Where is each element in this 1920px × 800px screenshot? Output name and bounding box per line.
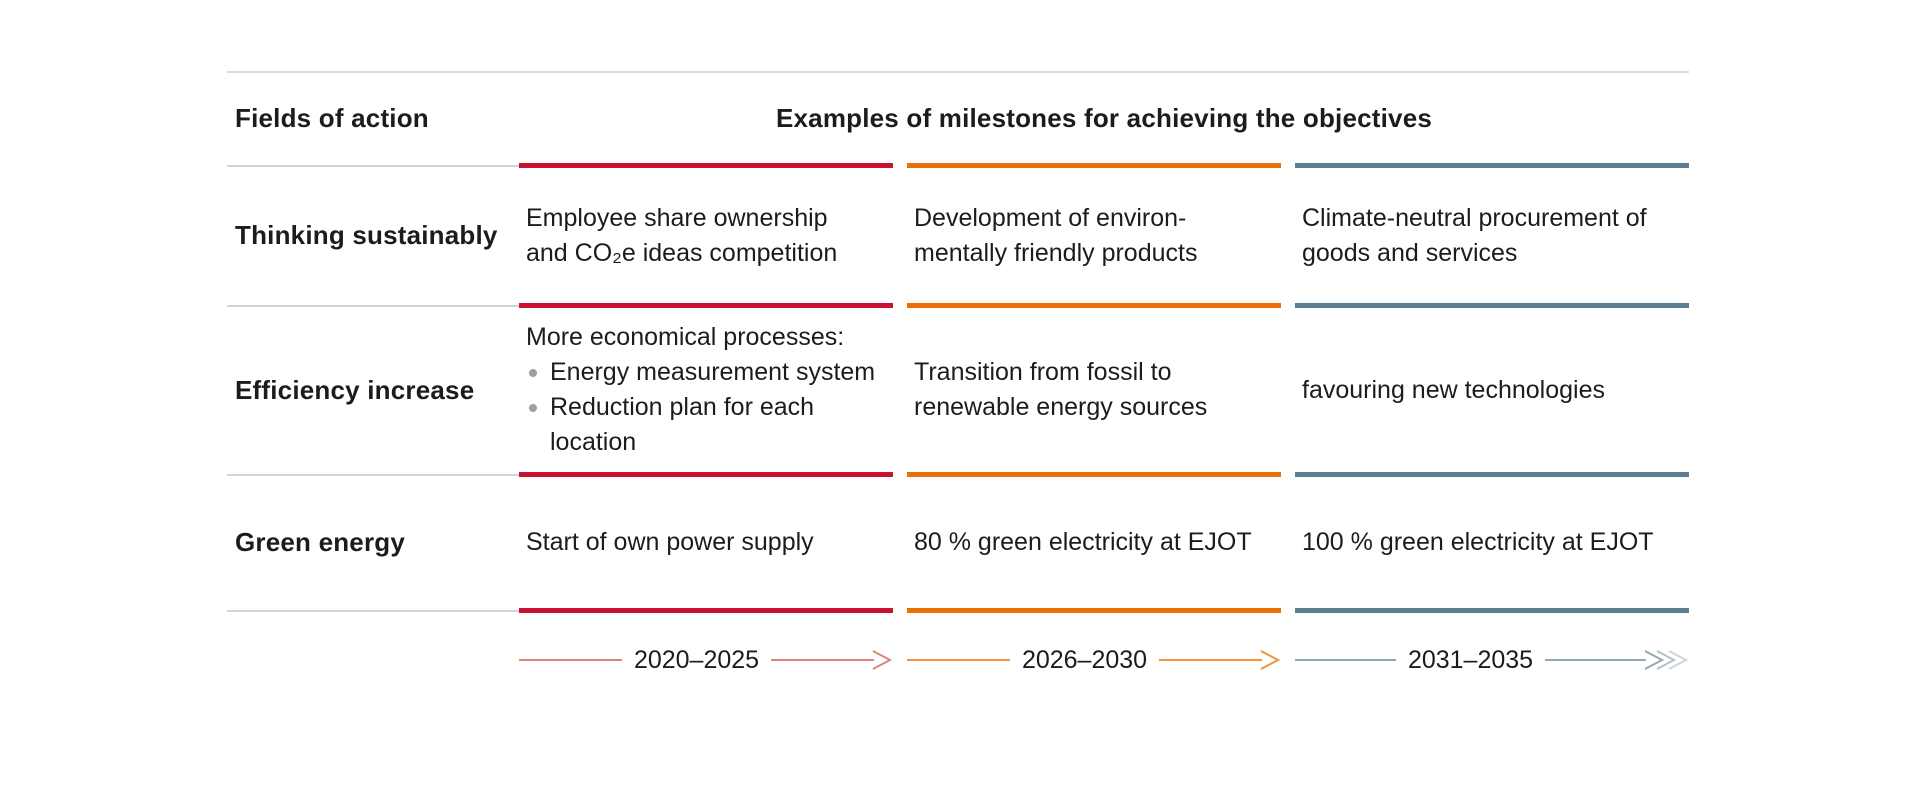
fields-of-action-heading: Fields of action (235, 102, 429, 133)
bullet-text: Energy measurement system (550, 358, 876, 386)
timeline-label: 2020–2025 (633, 645, 760, 674)
examples-heading: Examples of milestones for achieving the… (775, 102, 1433, 133)
table-row: Efficiency increase More economical proc… (227, 308, 1689, 472)
timeline-line (519, 659, 622, 661)
row-divider-line (227, 304, 519, 307)
chevron-right-icon (872, 650, 893, 670)
row-label-efficiency-increase: Efficiency increase (235, 374, 475, 405)
period1-color-bar (519, 608, 893, 613)
list-item: Energy measurement system (526, 355, 887, 390)
bullet-icon (529, 404, 537, 412)
bullet-text: Reduction plan for each location (550, 393, 815, 456)
timeline-line (1545, 659, 1647, 661)
period2-color-bar (907, 303, 1281, 308)
timeline-segment-2031-2035: 2031–2035 (1295, 646, 1689, 675)
timeline-label: 2031–2035 (1407, 645, 1534, 674)
cell-green-period1: Start of own power supply (519, 477, 893, 608)
cell-text: Climate-neutral procurement of (1302, 203, 1647, 232)
row-divider-line (227, 164, 519, 167)
period3-color-bar (1295, 163, 1689, 168)
period3-color-bar (1295, 472, 1689, 477)
row-divider-line (227, 609, 519, 612)
cell-text: 100 % green electricity at EJOT (1302, 528, 1654, 556)
cell-efficiency-period2: Transition from fossil to renewable ener… (907, 308, 1281, 472)
chevron-right-icon (1260, 650, 1281, 670)
timeline-line (907, 659, 1010, 661)
period3-color-bar (1295, 303, 1689, 308)
timeline-label: 2026–2030 (1021, 645, 1148, 674)
bullet-icon (529, 369, 537, 377)
chevron-right-icon (1668, 650, 1689, 670)
cell-thinking-period2: Development of environ- mentally friendl… (907, 168, 1281, 303)
cell-text: Development of environ- (914, 203, 1187, 232)
row-label-green-energy: Green energy (235, 527, 406, 557)
cell-efficiency-period1: More economical processes: Energy measur… (519, 308, 893, 472)
cell-thinking-period3: Climate-neutral procurement of goods and… (1295, 168, 1689, 303)
table-row: Green energy Start of own power supply 8… (227, 477, 1689, 608)
period1-color-bar (519, 472, 893, 477)
cell-text: renewable energy sources (914, 393, 1208, 421)
separator-row (227, 472, 1689, 477)
timeline-line (771, 659, 875, 661)
row-divider-line (227, 473, 519, 476)
timeline-row: 2020–2025 2026–2030 2031–2035 (227, 613, 1689, 707)
cell-text: goods and services (1302, 238, 1518, 267)
cell-green-period3: 100 % green electricity at EJOT (1295, 477, 1689, 608)
cell-text: mentally friendly products (914, 238, 1198, 267)
separator-row (227, 163, 1689, 168)
row-label-thinking-sustainably: Thinking sustainably (235, 220, 498, 250)
chevron-right-icon (1644, 650, 1665, 670)
separator-row (227, 303, 1689, 308)
period2-color-bar (907, 163, 1281, 168)
milestone-bullet-list: Energy measurement system Reduction plan… (526, 355, 887, 460)
header-row: Fields of action Examples of milestones … (227, 73, 1689, 163)
list-item: Reduction plan for each location (526, 390, 887, 460)
cell-thinking-period1: Employee share ownership and CO₂e ideas … (519, 168, 893, 303)
timeline-line (1295, 659, 1396, 661)
timeline-segment-2026-2030: 2026–2030 (907, 646, 1281, 675)
cell-text: Employee share ownership (526, 203, 828, 232)
cell-text: and CO₂e ideas competition (526, 238, 838, 267)
table-row: Thinking sustainably Employee share owne… (227, 168, 1689, 303)
period1-color-bar (519, 303, 893, 308)
cell-text: Start of own power supply (526, 528, 814, 556)
period2-color-bar (907, 608, 1281, 613)
cell-efficiency-period3: favouring new technologies (1295, 308, 1689, 472)
cell-green-period2: 80 % green electricity at EJOT (907, 477, 1281, 608)
timeline-segment-2020-2025: 2020–2025 (519, 646, 893, 675)
cell-text: favouring new technologies (1302, 375, 1605, 404)
separator-row (227, 608, 1689, 613)
cell-text: Transition from fossil to (914, 358, 1172, 386)
chevron-right-icon (1656, 650, 1677, 670)
milestones-table: Fields of action Examples of milestones … (227, 71, 1689, 707)
cell-text: 80 % green electricity at EJOT (914, 528, 1252, 556)
period1-color-bar (519, 163, 893, 168)
timeline-line (1159, 659, 1263, 661)
period3-color-bar (1295, 608, 1689, 613)
cell-text: More economical processes: (526, 323, 845, 351)
period2-color-bar (907, 472, 1281, 477)
